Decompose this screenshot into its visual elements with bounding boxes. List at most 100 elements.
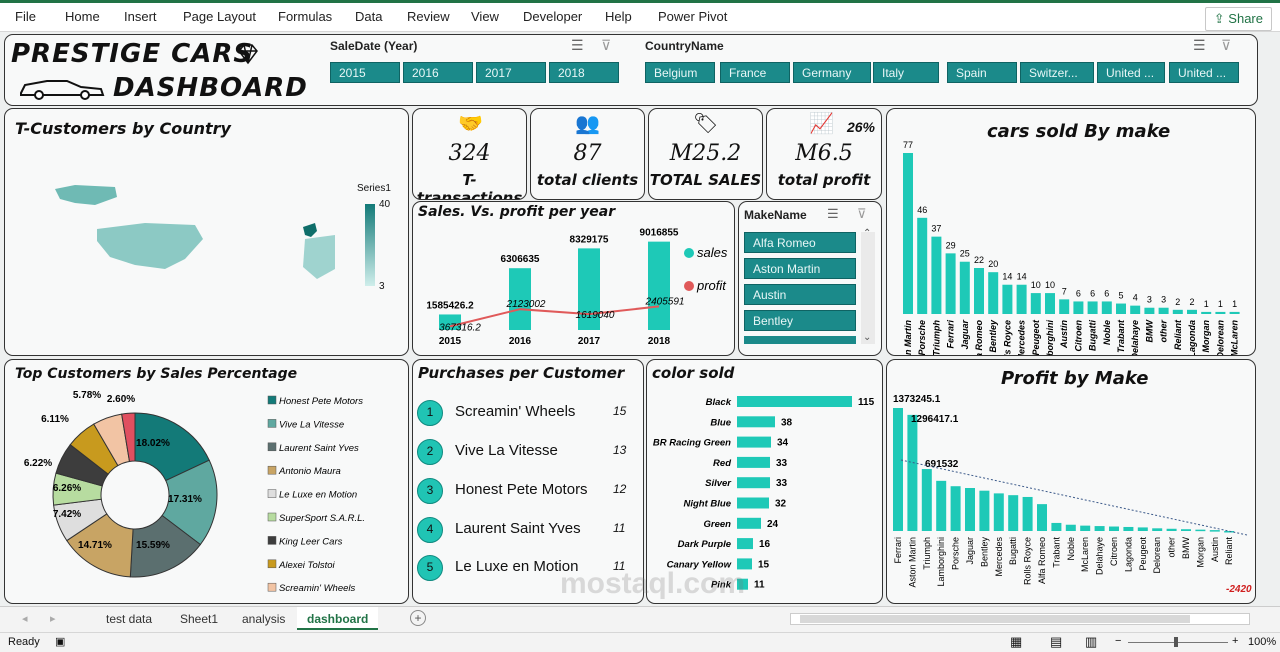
scrollbar-thumb[interactable] — [800, 615, 1190, 623]
make-item-bentley[interactable]: Bentley — [744, 310, 856, 331]
color-sold-panel: color sold Black 115 Blue 38 BR Racing Green… — [646, 359, 883, 604]
multi-select-icon[interactable]: ☰ — [827, 206, 839, 221]
multi-select-icon[interactable]: ☰ — [571, 37, 584, 53]
slicer-country-italy[interactable]: Italy — [873, 62, 939, 83]
slicer-country-united-1[interactable]: United ... — [1097, 62, 1165, 83]
slicer-country-belgium[interactable]: Belgium — [645, 62, 715, 83]
slicer-year-2016[interactable]: 2016 — [403, 62, 473, 83]
menu-insert[interactable]: Insert — [124, 9, 157, 24]
slicer-country-switzerland[interactable]: Switzer... — [1020, 62, 1094, 83]
make-tick-label: Ferrari — [946, 320, 956, 349]
make-item-austin[interactable]: Austin — [744, 284, 856, 305]
make-bar — [1215, 311, 1226, 314]
slicer-year-2018[interactable]: 2018 — [549, 62, 619, 83]
pie-slice — [121, 412, 136, 463]
customer-name: Vive La Vitesse — [455, 442, 558, 459]
page-layout-view-icon[interactable]: ▤ — [1050, 634, 1063, 649]
slicer-country-france[interactable]: France — [720, 62, 790, 83]
slicer-year-2017[interactable]: 2017 — [476, 62, 546, 83]
multi-select-icon[interactable]: ☰ — [1193, 37, 1206, 53]
sales-profit-title: Sales. Vs. profit per year — [418, 204, 616, 220]
slicer-country-spain[interactable]: Spain — [947, 62, 1017, 83]
profit-bar — [1065, 524, 1076, 531]
slicer-country-united-2[interactable]: United ... — [1169, 62, 1239, 83]
color-data-label: 115 — [858, 397, 875, 408]
legend-label: King Leer Cars — [279, 536, 343, 547]
zoom-slider[interactable] — [1128, 642, 1228, 643]
map-legend-scale — [365, 204, 375, 286]
normal-view-icon[interactable]: ▦ — [1010, 634, 1023, 649]
make-bar — [1158, 307, 1169, 314]
profit-bar — [1195, 529, 1206, 532]
car-icon — [20, 80, 105, 100]
make-item-partial[interactable] — [744, 336, 856, 344]
menu-data[interactable]: Data — [355, 9, 383, 24]
menu-power-pivot[interactable]: Power Pivot — [658, 9, 728, 24]
make-tick-label: Triumph — [931, 320, 941, 356]
sales-bar — [648, 241, 670, 330]
menu-home[interactable]: Home — [65, 9, 100, 24]
scroll-up-icon[interactable]: ⌃ — [863, 228, 872, 239]
menu-help[interactable]: Help — [605, 9, 632, 24]
tab-scroll-left-icon[interactable]: ◂ — [22, 613, 28, 625]
legend-swatch — [267, 512, 277, 522]
menu-page-layout[interactable]: Page Layout — [183, 9, 257, 24]
zoom-slider-thumb[interactable] — [1174, 637, 1178, 647]
tab-dashboard[interactable]: dashboard — [297, 607, 379, 630]
clear-filter-icon[interactable]: ⊽ — [1221, 37, 1232, 53]
legend-label: Alexei Tolstoi — [278, 560, 336, 571]
tab-sheet1[interactable]: Sheet1 — [180, 612, 219, 626]
purchases-panel: Purchases per Customer 1 Screamin' Wheel… — [412, 359, 644, 604]
kpi-profit-value: M6.5 — [795, 141, 853, 166]
add-sheet-icon[interactable]: + — [410, 610, 426, 626]
make-item-alfa-romeo[interactable]: Alfa Romeo — [744, 232, 856, 253]
menu-developer[interactable]: Developer — [523, 9, 583, 24]
tab-test-data[interactable]: test data — [106, 612, 153, 626]
rank-badge: 2 — [417, 439, 443, 465]
status-ready: Ready — [8, 636, 40, 648]
kpi-profit-label: total profit — [777, 171, 871, 189]
zoom-in-icon[interactable]: + — [1232, 635, 1239, 647]
dashboard-sheet: PRESTIGE CARS DASHBOARD SaleDate (Year) … — [0, 32, 1280, 606]
purchase-count: 11 — [613, 521, 626, 535]
tab-analysis[interactable]: analysis — [242, 612, 286, 626]
menu-view[interactable]: View — [471, 9, 499, 24]
profit-tick-label: Lagonda — [1123, 537, 1133, 572]
profit-tick-label: Peugeot — [1138, 537, 1148, 571]
make-bar — [1187, 309, 1197, 314]
make-tick-label: Delorean — [1215, 319, 1225, 356]
clear-filter-icon[interactable]: ⊽ — [857, 206, 867, 221]
make-tick-label: Citroen — [1073, 319, 1083, 351]
legend-swatch — [267, 582, 277, 592]
color-bar — [737, 477, 770, 489]
scroll-down-icon[interactable]: ⌄ — [863, 332, 872, 343]
color-bar — [737, 578, 748, 590]
make-tick-label: Bugatti — [1088, 320, 1098, 351]
menu-file[interactable]: File — [15, 9, 36, 24]
sales-data-label: 9016855 — [640, 228, 679, 239]
make-data-label: 1 — [1204, 299, 1209, 309]
menu-review[interactable]: Review — [407, 9, 450, 24]
share-button[interactable]: ⇪ Share — [1204, 7, 1272, 31]
clear-filter-icon[interactable]: ⊽ — [601, 37, 612, 53]
make-data-label: 5 — [1118, 291, 1123, 301]
make-slicer: MakeName ☰ ⊽ Alfa Romeo Aston Martin Aus… — [738, 201, 882, 356]
menu-formulas[interactable]: Formulas — [278, 9, 333, 24]
make-bar — [1002, 284, 1013, 314]
make-item-aston-martin[interactable]: Aston Martin — [744, 258, 856, 279]
sheet-tabs-bar: ◂ ▸ test data Sheet1 analysis dashboard … — [0, 606, 1280, 632]
zoom-out-icon[interactable]: − — [1115, 635, 1122, 647]
page-break-view-icon[interactable]: ▥ — [1085, 634, 1098, 649]
make-tick-label: Jaguar — [960, 320, 970, 350]
tab-scroll-right-icon[interactable]: ▸ — [50, 613, 56, 625]
map-region-canada — [55, 185, 117, 205]
customer-name: Honest Pete Motors — [455, 481, 588, 498]
slicer-year-2015[interactable]: 2015 — [330, 62, 400, 83]
make-slicer-scrollbar[interactable] — [861, 232, 875, 344]
map-region-europe — [303, 235, 335, 279]
macro-record-icon[interactable]: ▣ — [55, 636, 66, 648]
legend-sales-label: sales — [697, 245, 728, 260]
slicer-country-germany[interactable]: Germany — [793, 62, 871, 83]
legend-label: Honest Pete Motors — [279, 396, 363, 407]
